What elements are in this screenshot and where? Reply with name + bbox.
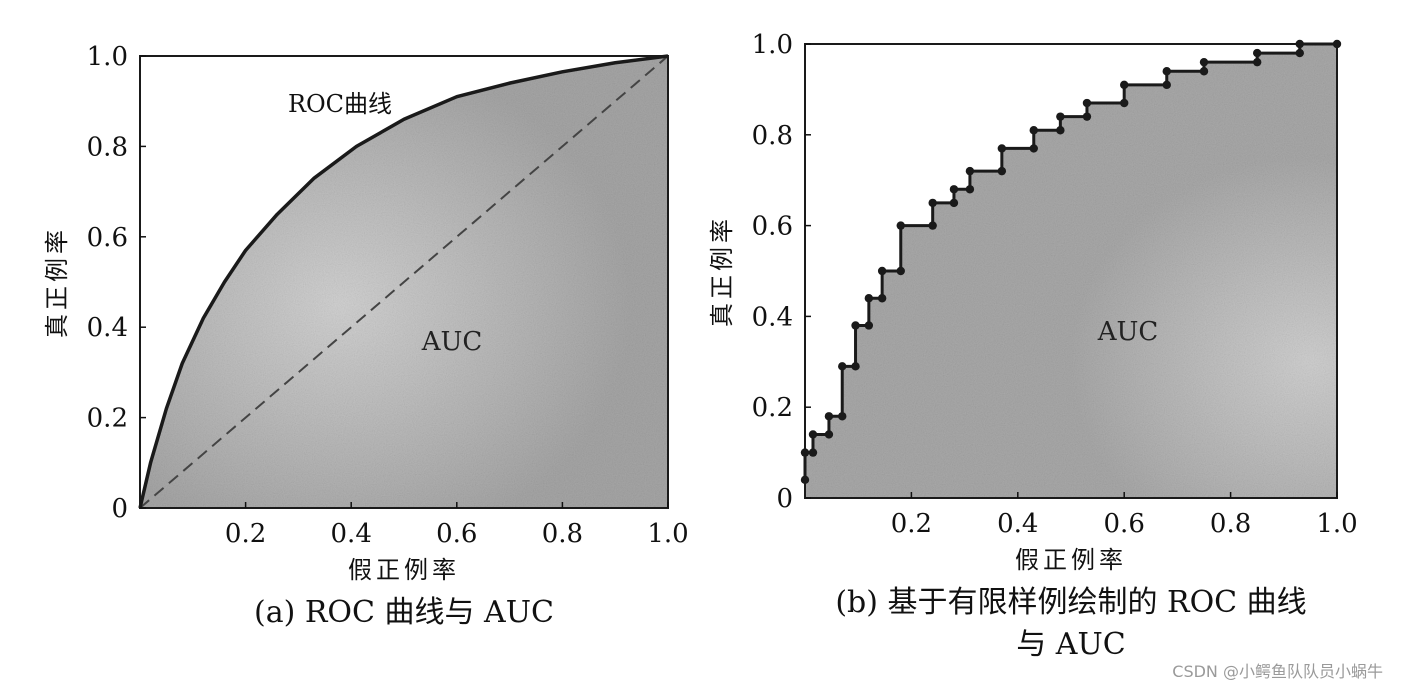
- roc-point: [800, 475, 810, 485]
- x-tick-label: 1.0: [647, 519, 688, 549]
- roc-chart-b: 0 0.2 0.4 0.6 0.8 1.0 0.2 0.4 0.6 0.8 1.0 假正例率 真正例率 A…: [708, 30, 1358, 662]
- x-tick-label: 0.2: [891, 509, 932, 539]
- y-tick-label: 0.4: [87, 313, 128, 343]
- x-tick-label: 0.4: [997, 509, 1038, 539]
- roc-point: [997, 144, 1007, 153]
- roc-curve: [138, 54, 669, 509]
- roc-point: [824, 430, 834, 439]
- roc-point: [838, 412, 847, 421]
- x-tick-label: 0.8: [542, 519, 583, 549]
- roc-point: [1120, 80, 1129, 90]
- roc-point: [838, 362, 847, 371]
- figure-caption-line: 与 AUC: [1016, 627, 1125, 662]
- roc-point: [1295, 48, 1304, 58]
- roc-point: [1056, 126, 1065, 135]
- roc-point: [877, 266, 887, 276]
- roc-point: [1082, 98, 1092, 108]
- roc-point: [808, 430, 818, 439]
- x-tick-label: 0.6: [436, 519, 477, 549]
- roc-point: [1029, 144, 1038, 153]
- roc-point: [800, 448, 810, 457]
- roc-point: [997, 166, 1007, 176]
- figure-caption: (a) ROC 曲线与 AUC: [254, 595, 554, 630]
- roc-point: [864, 294, 874, 303]
- y-tick-label: 1.0: [752, 30, 793, 60]
- roc-point: [824, 412, 834, 421]
- y-tick-label: 0.8: [87, 132, 128, 162]
- auc-area: [805, 44, 1337, 498]
- y-tick-label: 0.2: [87, 404, 128, 434]
- roc-curve-label: ROC曲线: [288, 90, 392, 118]
- roc-point: [928, 221, 937, 230]
- csdn-watermark: CSDN @小鳄鱼队队员小蜗牛: [1172, 662, 1383, 681]
- y-tick-label: 0: [776, 484, 793, 514]
- auc-label: AUC: [1097, 317, 1159, 347]
- roc-point: [851, 362, 860, 371]
- auc-label: AUC: [421, 327, 483, 357]
- roc-point: [864, 321, 874, 330]
- random-guess-diagonal: [139, 55, 669, 509]
- roc-point: [808, 448, 818, 457]
- roc-point: [1162, 80, 1171, 90]
- x-axis-label: 假正例率: [1015, 546, 1127, 574]
- y-tick-label: 0.6: [752, 212, 793, 242]
- x-tick-label: 0.4: [331, 519, 372, 549]
- roc-point: [1082, 112, 1092, 121]
- y-tick-label: 0.8: [752, 121, 793, 151]
- roc-point: [877, 294, 887, 303]
- x-axis-label: 假正例率: [348, 556, 460, 584]
- y-tick-label: 0.4: [752, 302, 793, 332]
- roc-point: [1120, 98, 1129, 108]
- plot-frame: [139, 55, 669, 509]
- roc-point: [1253, 48, 1262, 58]
- roc-point: [1029, 126, 1038, 135]
- roc-point: [1253, 57, 1262, 67]
- roc-point: [896, 266, 905, 276]
- roc-point: [965, 185, 975, 194]
- roc-chart-a: 0 0.2 0.4 0.6 0.8 1.0 0.2 0.4 0.6 0.8 1.0 假正例率 真正例率 A…: [43, 42, 689, 630]
- roc-point: [949, 185, 959, 194]
- x-tick-label: 0.6: [1104, 509, 1145, 539]
- plot-frame: [804, 43, 1338, 499]
- roc-point: [1199, 57, 1209, 67]
- roc-point: [851, 321, 860, 330]
- roc-point: [965, 166, 975, 176]
- roc-point: [949, 198, 959, 208]
- x-tick-label: 0.8: [1210, 509, 1251, 539]
- y-tick-label: 0.2: [752, 393, 793, 423]
- figure-caption-line: (b) 基于有限样例绘制的 ROC 曲线: [835, 585, 1306, 620]
- roc-point: [928, 198, 937, 208]
- roc-point: [1056, 112, 1065, 121]
- y-axis-label: 真正例率: [43, 226, 71, 338]
- roc-point: [1332, 39, 1342, 49]
- x-tick-label: 0.2: [225, 519, 266, 549]
- y-tick-label: 0.6: [87, 223, 128, 253]
- y-tick-label: 0: [111, 494, 128, 524]
- y-tick-label: 1.0: [87, 42, 128, 72]
- roc-point: [1199, 67, 1209, 76]
- y-axis-label: 真正例率: [708, 215, 736, 327]
- roc-point: [1162, 67, 1171, 76]
- roc-point: [1295, 39, 1304, 49]
- roc-point: [896, 221, 905, 230]
- x-tick-label: 1.0: [1316, 509, 1357, 539]
